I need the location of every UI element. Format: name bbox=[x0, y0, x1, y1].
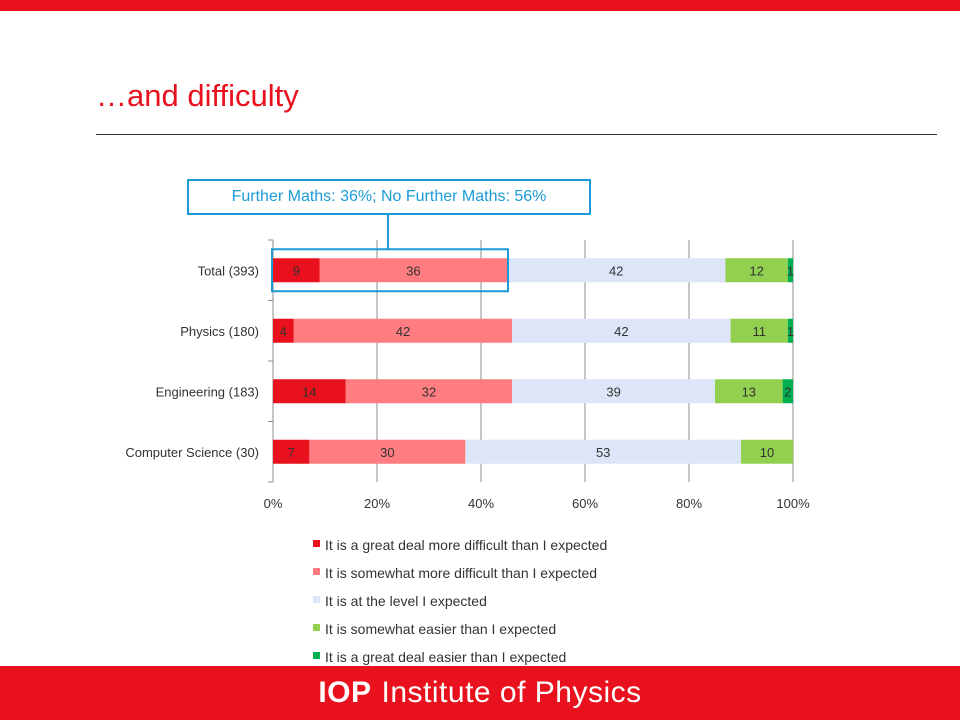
data-label: 14 bbox=[302, 384, 316, 399]
footer-bar: IOP Institute of Physics bbox=[0, 666, 960, 720]
bar-segment bbox=[319, 258, 507, 283]
x-tick-label: 100% bbox=[776, 496, 810, 511]
iop-logo: IOP Institute of Physics bbox=[318, 676, 641, 710]
stacked-bar-chart: 0% 20% 40% 60% 80% 100%Total (393) 9 36 42 12 1Phy… bbox=[125, 215, 810, 665]
bar-segment bbox=[465, 439, 741, 464]
logo-text: Institute of Physics bbox=[381, 676, 642, 709]
data-label: 9 bbox=[293, 263, 300, 278]
legend-label: It is somewhat easier than I expected bbox=[325, 621, 556, 637]
title-divider bbox=[96, 134, 937, 135]
data-label: 42 bbox=[396, 324, 410, 339]
highlight-box bbox=[271, 248, 509, 293]
legend-label: It is somewhat more difficult than I exp… bbox=[325, 565, 597, 581]
bar-segment bbox=[309, 439, 466, 464]
bar-segment bbox=[345, 379, 513, 404]
category-label: Computer Science (30) bbox=[125, 445, 259, 460]
data-label: 30 bbox=[380, 445, 394, 460]
data-label: 4 bbox=[280, 324, 287, 339]
bar-segment bbox=[725, 258, 788, 283]
bar-segment bbox=[507, 258, 726, 283]
x-tick-label: 20% bbox=[364, 496, 390, 511]
callout-text: Further Maths: 36%; No Further Maths: 56… bbox=[231, 188, 547, 205]
bar-segment bbox=[787, 258, 793, 283]
callout-box: Further Maths: 36%; No Further Maths: 56… bbox=[187, 179, 591, 215]
data-label: 53 bbox=[596, 445, 610, 460]
category-label: Total (393) bbox=[198, 263, 259, 278]
data-label: 39 bbox=[606, 384, 620, 399]
legend-label: It is a great deal more difficult than I… bbox=[325, 537, 607, 553]
x-tick-label: 80% bbox=[676, 496, 702, 511]
legend-swatch bbox=[313, 596, 320, 603]
legend-swatch bbox=[313, 568, 320, 575]
bar-segment bbox=[273, 379, 346, 404]
bar-segment bbox=[293, 318, 513, 343]
logo-mark: IOP bbox=[318, 676, 372, 709]
bar-segment bbox=[512, 379, 715, 404]
legend-swatch bbox=[313, 652, 320, 659]
data-label: 11 bbox=[752, 324, 766, 339]
bar-segment bbox=[741, 439, 793, 464]
legend-swatch bbox=[313, 540, 320, 547]
x-tick-label: 0% bbox=[264, 496, 283, 511]
legend-swatch bbox=[313, 624, 320, 631]
bar-segment bbox=[273, 258, 320, 283]
data-label: 32 bbox=[422, 384, 436, 399]
data-label: 10 bbox=[760, 445, 774, 460]
data-label: 2 bbox=[784, 384, 791, 399]
category-label: Physics (180) bbox=[180, 324, 259, 339]
data-label: 7 bbox=[288, 445, 295, 460]
data-label: 12 bbox=[749, 263, 763, 278]
category-label: Engineering (183) bbox=[156, 384, 259, 399]
bar-segment bbox=[512, 318, 731, 343]
bar-segment bbox=[730, 318, 788, 343]
legend-label: It is at the level I expected bbox=[325, 593, 487, 609]
bar-segment bbox=[782, 379, 793, 404]
data-label: 36 bbox=[406, 263, 420, 278]
x-tick-label: 40% bbox=[468, 496, 494, 511]
legend-label: It is a great deal easier than I expecte… bbox=[325, 649, 566, 665]
data-label: 1 bbox=[787, 324, 794, 339]
x-tick-label: 60% bbox=[572, 496, 598, 511]
data-label: 1 bbox=[787, 263, 794, 278]
bar-segment bbox=[273, 318, 294, 343]
top-brand-bar bbox=[0, 0, 960, 11]
bar-segment bbox=[715, 379, 783, 404]
slide-title: …and difficulty bbox=[96, 78, 299, 113]
data-label: 42 bbox=[614, 324, 628, 339]
bar-segment bbox=[787, 318, 793, 343]
bar-segment bbox=[273, 439, 310, 464]
data-label: 13 bbox=[742, 384, 756, 399]
data-label: 42 bbox=[609, 263, 623, 278]
